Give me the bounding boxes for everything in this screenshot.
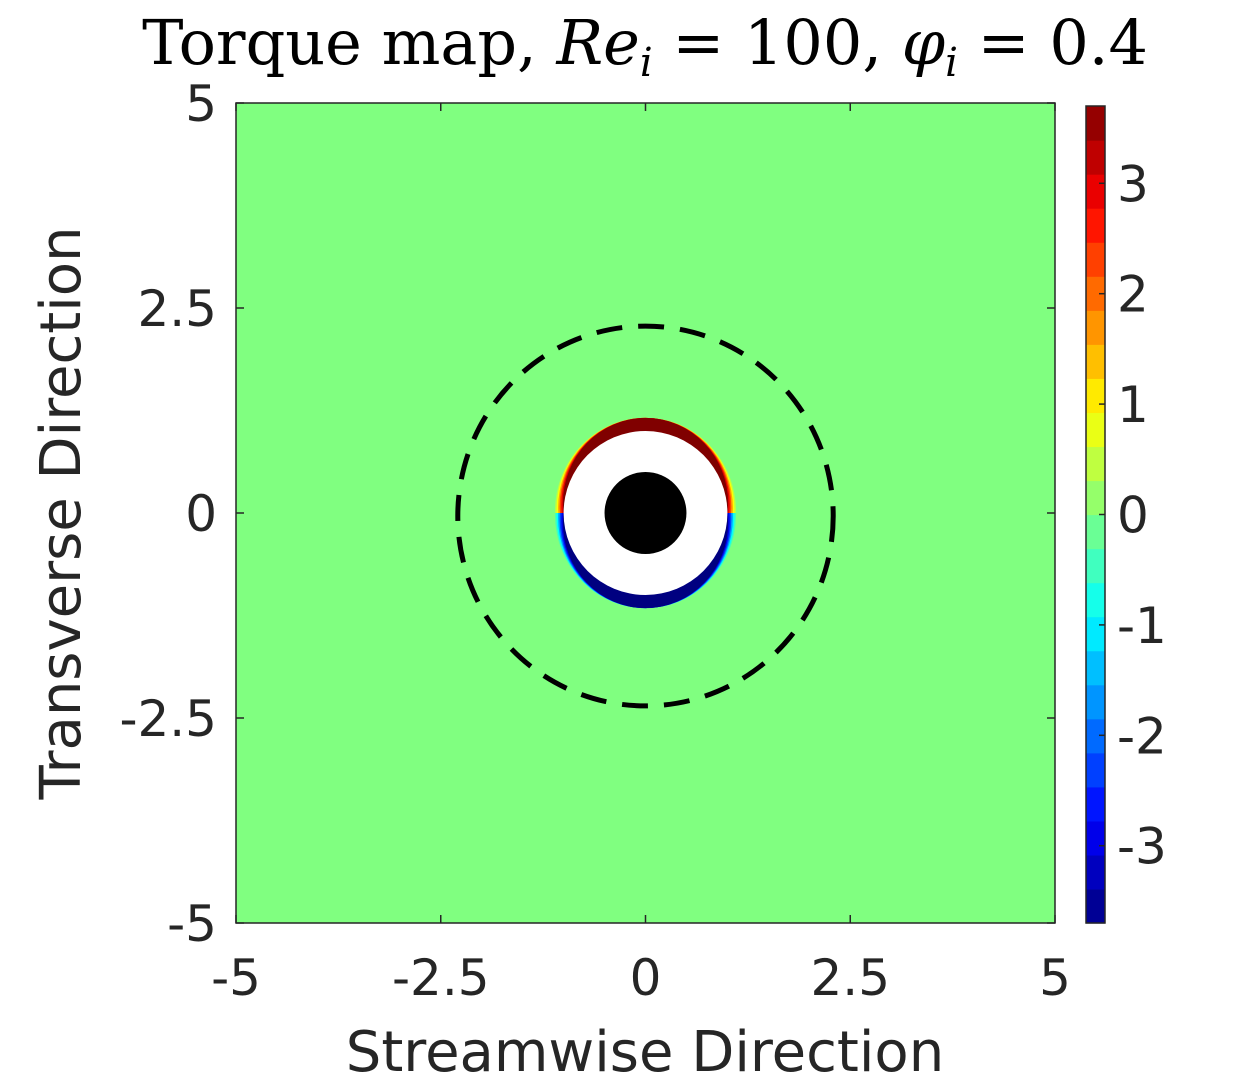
colorbar-step [1086,480,1105,516]
colorbar-step [1086,208,1105,243]
colorbar-step [1086,752,1105,788]
solid-particle [604,472,687,554]
colorbar-step [1086,412,1105,448]
title-phi-sub: i [945,40,958,86]
colorbar-step [1086,140,1105,175]
x-axis-label: Streamwise Direction [346,1020,944,1083]
colorbar-step [1086,650,1105,686]
plot-area: -5 -2.5 0 2.5 5 -5 -2.5 0 2.5 5 [119,75,1070,1007]
colorbar-step [1086,820,1105,856]
y-tick-label: 5 [185,75,217,133]
x-tick-label: -2.5 [392,949,490,1007]
colorbar-step [1086,106,1105,141]
title-phi-symbol: φ [902,6,946,79]
title-re-symbol: Re [555,6,639,79]
colorbar-tick-label: 3 [1117,155,1149,213]
colorbar-tick-label: 1 [1117,376,1149,434]
x-tick-label: 2.5 [810,949,890,1007]
colorbar-steps [1086,106,1105,924]
title-re-sub: i [640,40,653,86]
x-tick-label: -5 [211,949,261,1007]
colorbar-step [1086,582,1105,618]
colorbar-step [1086,548,1105,584]
y-axis-label: Transverse Direction [29,226,94,800]
colorbar-step [1086,446,1105,482]
colorbar-step [1086,378,1105,413]
title-phi-value: = 0.4 [958,6,1148,79]
colorbar-ticks: -3 -2 -1 0 1 2 3 [1099,155,1167,876]
x-tick-label: 0 [630,949,662,1007]
colorbar-step [1086,344,1105,379]
y-tick-label: -5 [167,895,217,953]
colorbar-tick-label: -3 [1117,818,1167,876]
title-re-value: = 100, [653,6,902,79]
colorbar: -3 -2 -1 0 1 2 3 [1085,105,1167,924]
colorbar-step [1086,242,1105,277]
colorbar-step [1086,684,1105,720]
colorbar-tick-label: -2 [1117,707,1167,765]
colorbar-step [1086,276,1105,311]
colorbar-step [1086,854,1105,890]
influence-circle [455,323,836,709]
y-tick-label: -2.5 [119,690,217,748]
colorbar-tick-label: 0 [1117,487,1149,545]
colorbar-step [1086,514,1105,550]
colorbar-step [1086,786,1105,822]
colorbar-step [1086,310,1105,345]
y-ticks: -5 -2.5 0 2.5 5 [119,75,1055,953]
colorbar-step [1086,888,1105,924]
colorbar-step [1086,616,1105,652]
colorbar-tick-label: 2 [1117,266,1149,324]
x-tick-label: 5 [1039,949,1071,1007]
y-tick-label: 2.5 [137,280,217,338]
colorbar-tick-label: -1 [1117,597,1167,655]
title-prefix: Torque map, [142,6,556,79]
x-ticks: -5 -2.5 0 2.5 5 [211,103,1071,1007]
colorbar-step [1086,718,1105,754]
heatmap-features [455,323,836,709]
y-tick-label: 0 [185,485,217,543]
colorbar-step [1086,174,1105,209]
chart-title: Torque map, Rei = 100, φi = 0.4 [142,6,1148,86]
